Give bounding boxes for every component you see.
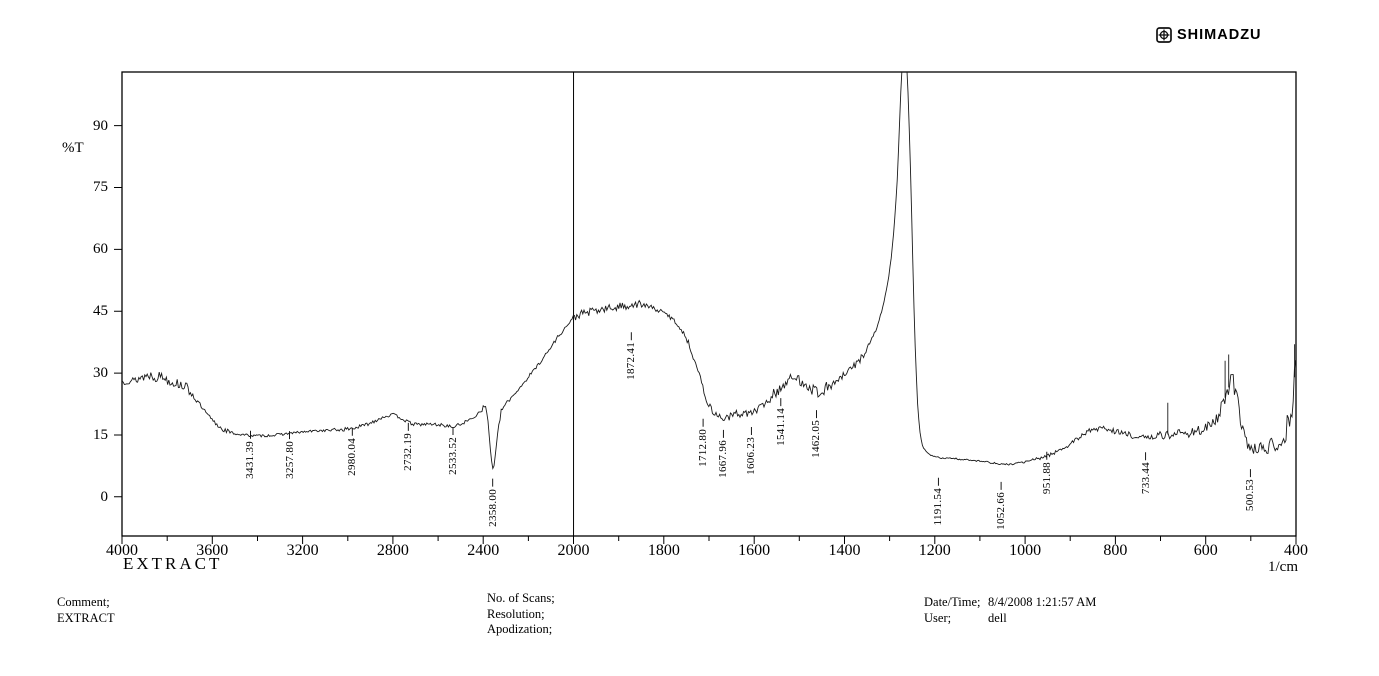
x-tick-label: 1800: [647, 542, 680, 559]
y-tick-label: 75: [93, 179, 108, 196]
shimadzu-logo: SHIMADZU: [1156, 27, 1262, 43]
x-tick-label: 2800: [376, 542, 409, 559]
peak-label: 1712.80: [697, 428, 710, 467]
y-tick-label: 0: [100, 488, 109, 505]
peak-label: 1541.14: [774, 408, 787, 446]
user-value: dell: [988, 610, 1007, 625]
shimadzu-logo-text: SHIMADZU: [1177, 27, 1262, 43]
peak-label: 2732.19: [402, 432, 415, 471]
peak-label: 1872.41: [625, 342, 638, 380]
x-tick-label: 1200: [918, 542, 951, 559]
x-tick-label: 3600: [196, 542, 229, 559]
meta-block: Date/Time; 8/4/2008 1:21:57 AM User; dell: [924, 595, 1096, 626]
peak-label: 2980.04: [346, 437, 359, 476]
resolution-label: Resolution;: [487, 606, 545, 621]
peak-label: 1667.96: [717, 439, 730, 478]
y-tick-label: 45: [93, 303, 108, 320]
datetime-value: 8/4/2008 1:21:57 AM: [988, 595, 1097, 609]
peak-label: 3431.39: [244, 440, 257, 479]
user-label: User;: [924, 610, 952, 625]
peak-label: 1052.66: [995, 491, 1008, 530]
axis-ticks: [114, 125, 1297, 544]
x-tick-label: 1400: [828, 542, 861, 559]
peak-ticks: [250, 332, 1251, 490]
apodization-label: Apodization;: [487, 622, 553, 636]
shimadzu-circle-cross-icon: [1156, 27, 1172, 43]
spectrum-spikes: [1167, 344, 1296, 435]
sample-name-label: EXTRACT: [123, 554, 223, 573]
peak-label: 2358.00: [486, 488, 499, 527]
peak-label: 733.44: [1139, 462, 1152, 495]
x-tick-label: 4000: [106, 542, 138, 559]
acquisition-block: No. of Scans; Resolution; Apodization;: [487, 591, 555, 638]
x-tick-label: 3200: [286, 542, 319, 559]
user-row: User; dell: [924, 611, 1096, 627]
x-tick-label: 1600: [738, 542, 771, 559]
y-tick-label: 15: [93, 426, 108, 443]
peak-label: 1191.54: [932, 487, 945, 526]
x-tick-label: 800: [1103, 542, 1128, 559]
peak-label: 1606.23: [745, 437, 758, 475]
peak-label: 2533.52: [446, 437, 459, 475]
spectrum-trace: [122, 72, 1296, 471]
scans-label: No. of Scans;: [487, 591, 555, 605]
y-tick-label: 90: [93, 117, 108, 134]
plot-border: [121, 71, 1297, 537]
comment-block: Comment; EXTRACT: [57, 595, 115, 626]
x-tick-label: 2000: [557, 542, 590, 559]
peak-label: 951.88: [1040, 461, 1053, 494]
x-tick-label: 1000: [1009, 542, 1042, 559]
x-axis-unit-label: 1/cm: [1268, 559, 1298, 575]
x-tick-label: 400: [1284, 542, 1308, 559]
y-tick-label: 60: [93, 241, 108, 258]
peak-label: 500.53: [1244, 479, 1257, 512]
comment-value: EXTRACT: [57, 610, 115, 625]
x-tick-label: 2400: [467, 542, 500, 559]
datetime-label: Date/Time;: [924, 595, 981, 609]
peak-label: 3257.80: [283, 441, 296, 479]
y-axis-label: %T: [62, 140, 84, 156]
comment-label: Comment;: [57, 595, 110, 609]
datetime-row: Date/Time; 8/4/2008 1:21:57 AM: [924, 595, 1096, 611]
y-tick-label: 30: [93, 365, 108, 382]
peak-label: 1462.05: [810, 420, 823, 458]
x-tick-label: 600: [1193, 542, 1218, 559]
